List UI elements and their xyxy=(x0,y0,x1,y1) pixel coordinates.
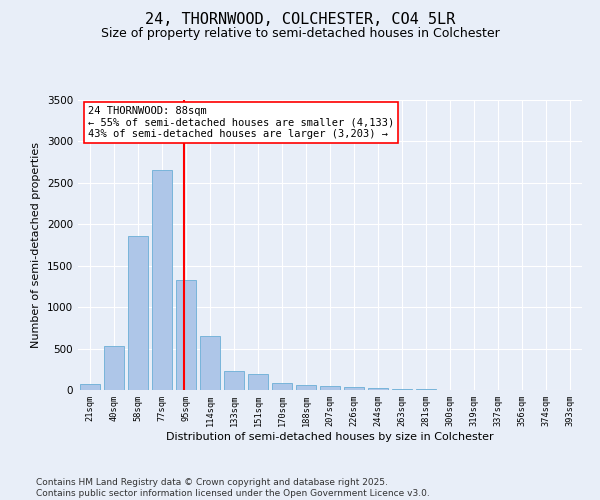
Bar xyxy=(296,386,316,390)
Text: 24, THORNWOOD, COLCHESTER, CO4 5LR: 24, THORNWOOD, COLCHESTER, CO4 5LR xyxy=(145,12,455,28)
Bar xyxy=(128,236,148,390)
Bar xyxy=(104,346,124,390)
Bar xyxy=(200,336,220,390)
Y-axis label: Number of semi-detached properties: Number of semi-detached properties xyxy=(31,142,41,348)
Text: Size of property relative to semi-detached houses in Colchester: Size of property relative to semi-detach… xyxy=(101,28,499,40)
X-axis label: Distribution of semi-detached houses by size in Colchester: Distribution of semi-detached houses by … xyxy=(166,432,494,442)
Bar xyxy=(176,280,196,390)
Bar xyxy=(368,388,388,390)
Bar xyxy=(344,387,364,390)
Bar xyxy=(392,389,412,390)
Text: 24 THORNWOOD: 88sqm
← 55% of semi-detached houses are smaller (4,133)
43% of sem: 24 THORNWOOD: 88sqm ← 55% of semi-detach… xyxy=(88,106,394,139)
Bar xyxy=(320,386,340,390)
Bar xyxy=(272,382,292,390)
Bar xyxy=(224,371,244,390)
Bar xyxy=(416,389,436,390)
Bar xyxy=(152,170,172,390)
Bar xyxy=(80,384,100,390)
Text: Contains HM Land Registry data © Crown copyright and database right 2025.
Contai: Contains HM Land Registry data © Crown c… xyxy=(36,478,430,498)
Bar xyxy=(248,374,268,390)
